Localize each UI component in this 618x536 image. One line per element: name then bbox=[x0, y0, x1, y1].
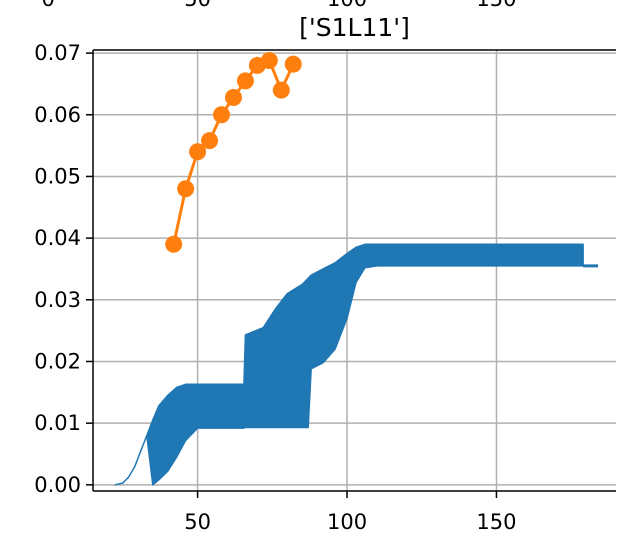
series-1-band bbox=[114, 243, 584, 486]
y-tick-label: 0.01 bbox=[34, 411, 81, 435]
series-2-point bbox=[165, 235, 183, 253]
series-2-point bbox=[260, 51, 278, 69]
y-tick-label: 0.04 bbox=[34, 226, 81, 250]
top-axis-label: 0 bbox=[41, 0, 54, 11]
series-2-point bbox=[224, 88, 242, 106]
top-axis-partial-labels: 0 50 100 150 bbox=[41, 0, 516, 11]
chart-title: ['S1L11'] bbox=[299, 13, 410, 42]
x-tick-label: 100 bbox=[327, 510, 367, 534]
y-axis-ticks: 0.00 0.01 0.02 0.03 0.04 0.05 0.06 0.07 bbox=[34, 41, 93, 497]
series-2-point bbox=[213, 106, 231, 124]
series-2-point bbox=[177, 180, 195, 198]
top-axis-label: 100 bbox=[327, 0, 367, 11]
x-tick-label: 150 bbox=[476, 510, 516, 534]
series-2-point bbox=[284, 55, 302, 73]
y-tick-label: 0.05 bbox=[34, 164, 81, 188]
y-tick-label: 0.07 bbox=[34, 41, 81, 65]
x-tick-label: 50 bbox=[184, 510, 211, 534]
grid-lines bbox=[93, 50, 616, 491]
y-tick-label: 0.03 bbox=[34, 288, 81, 312]
series-2-point bbox=[272, 81, 290, 99]
top-axis-label: 150 bbox=[476, 0, 516, 11]
y-tick-label: 0.02 bbox=[34, 349, 81, 373]
top-axis-label: 50 bbox=[184, 0, 211, 11]
y-tick-label: 0.00 bbox=[34, 473, 81, 497]
series-2-point bbox=[201, 132, 219, 150]
series-2-point bbox=[189, 143, 207, 161]
plot-area bbox=[114, 51, 599, 486]
series-2-point bbox=[236, 72, 254, 90]
axes-frame bbox=[92, 49, 616, 492]
x-axis-ticks: 50 100 150 bbox=[184, 491, 517, 534]
y-tick-label: 0.06 bbox=[34, 103, 81, 127]
